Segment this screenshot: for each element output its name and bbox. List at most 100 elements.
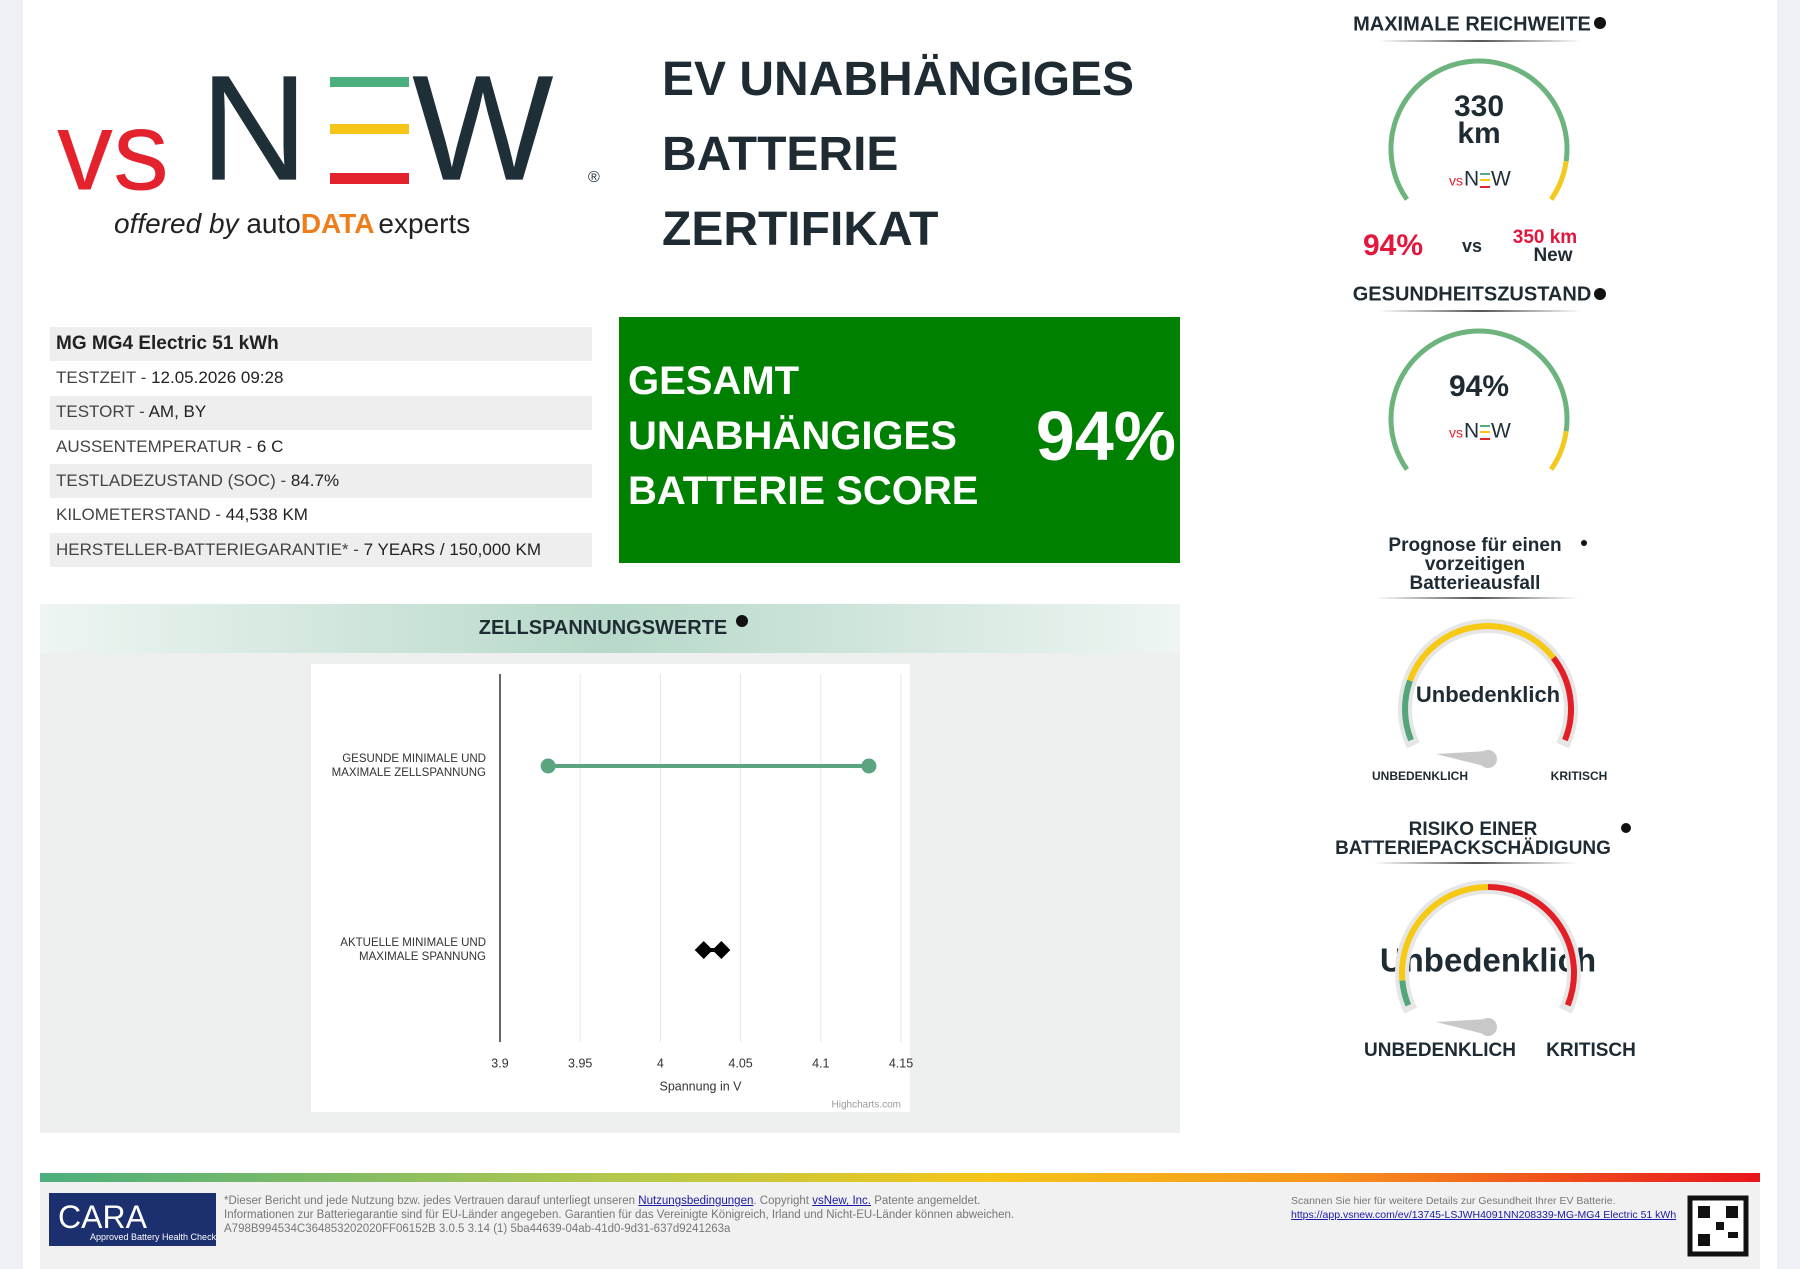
logo-bar xyxy=(330,173,409,184)
gauge-title: GESUNDHEITSZUSTAND xyxy=(1353,283,1592,305)
gauge-arc xyxy=(1487,884,1577,1007)
underline xyxy=(1378,40,1582,42)
gauge-arc xyxy=(1402,679,1414,742)
table-row xyxy=(50,464,592,498)
mini-logo-n: N xyxy=(1464,420,1479,443)
gauge-status: Unbedenklich xyxy=(1380,942,1596,979)
tagline-auto: auto xyxy=(246,208,301,239)
detail-value: 7 YEARS / 150,000 KM xyxy=(363,539,541,559)
gauge-title: Prognose für einen xyxy=(1388,535,1561,556)
credits: Highcharts.com xyxy=(832,1100,901,1111)
underline xyxy=(1375,597,1579,599)
gauge-needle xyxy=(1436,1019,1488,1035)
range-vs: vs xyxy=(1462,236,1482,256)
score-label: GESAMT xyxy=(628,359,800,403)
title-line: EV UNABHÄNGIGES xyxy=(662,53,1135,106)
gauge-title: vorzeitigen xyxy=(1425,554,1525,575)
info-icon xyxy=(1621,823,1631,833)
range-unit: km xyxy=(1457,117,1500,150)
detail-row: TESTLADEZUSTAND (SOC) - 84.7% xyxy=(56,464,339,498)
x-tick-label: 4.1 xyxy=(812,1056,829,1070)
mini-logo-bar xyxy=(1480,179,1490,181)
qr-code xyxy=(1698,1234,1710,1246)
detail-value: 6 C xyxy=(256,436,284,456)
x-tick-label: 4.05 xyxy=(728,1056,752,1070)
detail-label: AUSSENTEMPERATUR - xyxy=(56,436,253,456)
gauge-arc xyxy=(1399,980,1412,1007)
gauge-high-label: KRITISCH xyxy=(1551,769,1608,783)
disclaimer-text: . Copyright xyxy=(753,1195,813,1207)
new-range: 350 km xyxy=(1513,227,1577,248)
tagline-offered: offered by xyxy=(114,208,241,239)
category-label: AKTUELLE MINIMALE UND MAXIMALE SPANNUNG xyxy=(340,937,486,963)
gauge-low-label: UNBEDENKLICH xyxy=(1372,769,1468,783)
mini-logo-bar xyxy=(1480,186,1490,188)
gauge-title: MAXIMALE REICHWEITE xyxy=(1353,13,1591,35)
underline xyxy=(1378,310,1582,312)
gauge-arc xyxy=(1399,884,1489,981)
gauge-arc xyxy=(1388,328,1570,471)
table-row xyxy=(50,533,592,567)
info-icon xyxy=(1594,288,1606,300)
disclaimer-text: Patente angemeldet. Informationen zur Ba… xyxy=(224,1195,1015,1221)
qr-code xyxy=(1698,1206,1710,1218)
dumbbell-point xyxy=(712,941,731,959)
chart-area xyxy=(311,664,910,1112)
table-row xyxy=(50,327,592,361)
gauge-needle xyxy=(1436,751,1488,767)
detail-label: TESTLADEZUSTAND (SOC) - xyxy=(56,470,287,490)
logo-w: W xyxy=(412,44,554,212)
category-label: GESUNDE MINIMALE UND MAXIMALE ZELLSPANNU… xyxy=(331,753,486,779)
scan-info: Scannen Sie hier für weitere Details zur… xyxy=(1291,1194,1676,1222)
gauge-high-label: KRITISCH xyxy=(1546,1040,1636,1061)
x-tick-label: 4 xyxy=(657,1056,664,1070)
report-id: A798B994534C364853202020FF06152B 3.0.5 3… xyxy=(224,1223,731,1235)
new-label: New xyxy=(1533,245,1572,266)
logo-tagline: offered by autoDATA experts xyxy=(114,208,470,239)
score-label: UNABHÄNGIGES xyxy=(628,414,957,458)
health-value: 94% xyxy=(1449,370,1509,403)
report-link[interactable]: https://app.vsnew.com/ev/13745-LSJWH4091… xyxy=(1291,1209,1677,1221)
gauge-title: RISIKO EINER xyxy=(1409,819,1538,840)
score-box xyxy=(619,317,1180,563)
mini-logo-bar xyxy=(1480,173,1490,175)
gauge-arc xyxy=(1388,58,1570,201)
footer xyxy=(40,1182,1760,1269)
gauge-knob xyxy=(1479,750,1497,768)
qr-code xyxy=(1726,1206,1738,1218)
underline xyxy=(1373,862,1577,864)
logo-vs: vs xyxy=(57,89,169,214)
logo-bar xyxy=(330,124,409,134)
title-line: ZERTIFIKAT xyxy=(662,203,939,256)
detail-label: KILOMETERSTAND - xyxy=(56,505,221,525)
footer-bar xyxy=(40,1173,1760,1182)
dumbbell-point xyxy=(540,758,556,774)
detail-row: KILOMETERSTAND - 44,538 KM xyxy=(56,498,308,532)
mini-logo-bar xyxy=(1480,438,1490,440)
company-link[interactable]: vsNew, Inc. xyxy=(812,1195,871,1207)
score-value: 94% xyxy=(1035,397,1176,475)
vehicle-name: MG MG4 Electric 51 kWh xyxy=(56,333,279,354)
gauge-knob xyxy=(1479,1018,1497,1036)
range-value: 330 xyxy=(1454,90,1504,123)
detail-label: HERSTELLER-BATTERIEGARANTIE* - xyxy=(56,539,359,559)
detail-row: AUSSENTEMPERATUR - 6 C xyxy=(56,430,283,464)
mini-logo-vs: vs xyxy=(1449,173,1463,189)
gauge-title: BATTERIEPACKSCHÄDIGUNG xyxy=(1335,838,1611,859)
mini-logo-n: N xyxy=(1464,168,1479,191)
terms-link[interactable]: Nutzungsbedingungen xyxy=(638,1195,754,1207)
x-tick-label: 3.9 xyxy=(491,1056,508,1070)
detail-row: TESTORT - AM, BY xyxy=(56,395,206,429)
detail-value: 12.05.2026 09:28 xyxy=(151,368,284,387)
detail-row: HERSTELLER-BATTERIEGARANTIE* - 7 YEARS /… xyxy=(56,533,541,567)
cara-logo xyxy=(49,1193,216,1246)
gauge-arc xyxy=(1549,430,1569,471)
range-percent: 94% xyxy=(1363,229,1423,262)
cara-name: CARA xyxy=(58,1199,147,1235)
detail-row: TESTZEIT - 12.05.2026 09:28 xyxy=(56,361,283,395)
logo-bar xyxy=(330,77,409,87)
detail-label: TESTORT - xyxy=(56,402,145,422)
info-icon xyxy=(736,615,748,627)
